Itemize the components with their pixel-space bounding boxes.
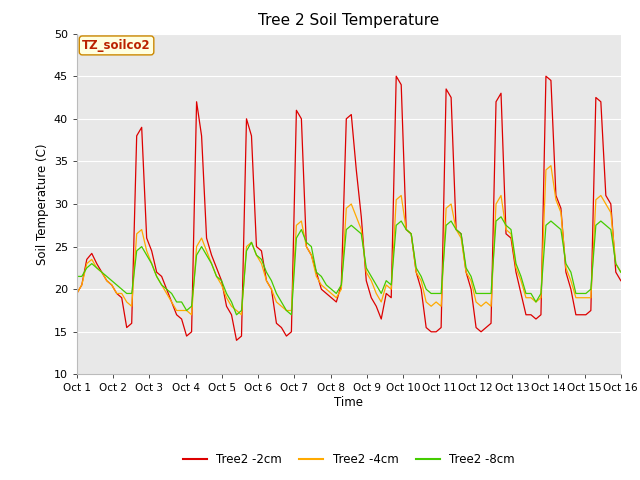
- Tree2 -4cm: [328, 290, 335, 296]
- Tree2 -2cm: [467, 286, 475, 292]
- Tree2 -8cm: [342, 227, 350, 232]
- Line: Tree2 -2cm: Tree2 -2cm: [77, 76, 621, 340]
- Tree2 -2cm: [392, 73, 400, 79]
- Tree2 -4cm: [547, 163, 555, 168]
- Legend: Tree2 -2cm, Tree2 -4cm, Tree2 -8cm: Tree2 -2cm, Tree2 -4cm, Tree2 -8cm: [178, 448, 520, 471]
- Tree2 -8cm: [497, 214, 505, 220]
- Tree2 -8cm: [328, 286, 335, 292]
- Tree2 -8cm: [73, 274, 81, 279]
- Tree2 -4cm: [617, 269, 625, 275]
- Tree2 -8cm: [233, 312, 241, 318]
- Tree2 -2cm: [617, 278, 625, 284]
- Tree2 -4cm: [612, 261, 620, 266]
- Tree2 -4cm: [592, 197, 600, 203]
- Tree2 -2cm: [233, 337, 241, 343]
- Tree2 -8cm: [237, 308, 245, 313]
- Text: TZ_soilco2: TZ_soilco2: [82, 39, 151, 52]
- Tree2 -8cm: [617, 269, 625, 275]
- Tree2 -2cm: [612, 269, 620, 275]
- Tree2 -2cm: [342, 116, 350, 121]
- Tree2 -8cm: [612, 261, 620, 266]
- Title: Tree 2 Soil Temperature: Tree 2 Soil Temperature: [258, 13, 440, 28]
- Tree2 -2cm: [592, 95, 600, 100]
- Line: Tree2 -8cm: Tree2 -8cm: [77, 217, 621, 315]
- Tree2 -4cm: [342, 205, 350, 211]
- X-axis label: Time: Time: [334, 396, 364, 409]
- Tree2 -4cm: [237, 312, 245, 318]
- Y-axis label: Soil Temperature (C): Soil Temperature (C): [36, 143, 49, 265]
- Tree2 -4cm: [462, 269, 470, 275]
- Tree2 -2cm: [237, 333, 245, 339]
- Line: Tree2 -4cm: Tree2 -4cm: [77, 166, 621, 315]
- Tree2 -8cm: [462, 265, 470, 271]
- Tree2 -2cm: [73, 290, 81, 296]
- Tree2 -4cm: [73, 290, 81, 296]
- Tree2 -4cm: [188, 312, 195, 318]
- Tree2 -2cm: [328, 295, 335, 300]
- Tree2 -8cm: [592, 222, 600, 228]
